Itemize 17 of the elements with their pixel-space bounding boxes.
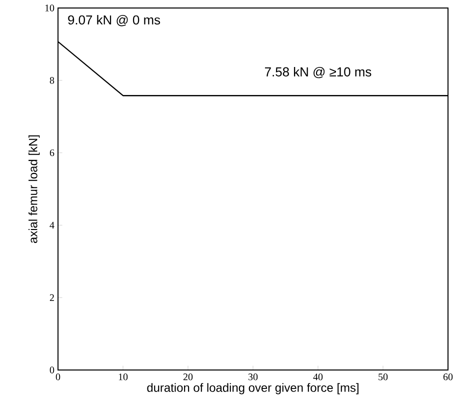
x-tick-label: 60 <box>443 374 453 380</box>
x-tick-label: 0 <box>56 374 60 380</box>
y-tick-label: 10 <box>45 4 54 12</box>
x-tick-label: 10 <box>118 374 128 380</box>
x-tick-label: 50 <box>378 374 388 380</box>
annotation: 9.07 kN @ 0 ms <box>68 15 160 26</box>
x-tick-label: 20 <box>183 374 193 380</box>
y-tick-label: 8 <box>50 77 54 84</box>
x-tick-label: 40 <box>313 374 323 380</box>
y-axis-title: axial femur load [kN] <box>28 135 40 243</box>
y-tick-label: 6 <box>50 149 54 156</box>
x-axis-title: duration of loading over given force [ms] <box>147 383 358 394</box>
annotation: 7.58 kN @ ≥10 ms <box>264 66 372 78</box>
y-tick-label: 2 <box>50 294 54 301</box>
y-tick-label: 0 <box>50 366 54 374</box>
y-tick-label: 4 <box>50 222 54 228</box>
x-tick-label: 30 <box>248 374 258 380</box>
